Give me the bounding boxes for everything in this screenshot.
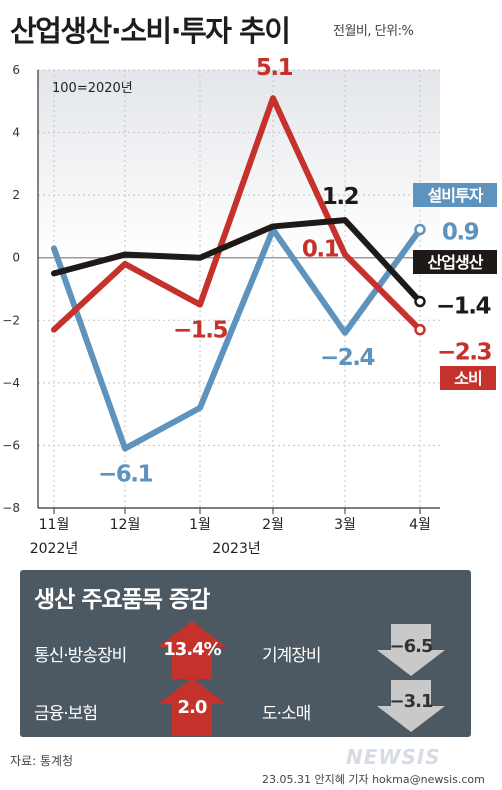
x-tick-label: 3월 bbox=[334, 517, 356, 533]
plot-background bbox=[38, 70, 440, 258]
end-point-consumption bbox=[414, 323, 426, 336]
end-point-investment bbox=[414, 223, 426, 236]
item-label-retail: 도·소매 bbox=[262, 704, 311, 724]
page-title: 산업생산·소비·투자 추이 bbox=[10, 14, 291, 48]
year-label: 2022년 bbox=[30, 541, 79, 557]
item-value-machinery: −6.5 bbox=[389, 636, 434, 657]
series-line-consumption bbox=[51, 95, 423, 333]
data-label-production: 1.2 bbox=[322, 184, 358, 210]
data-label-consumption: −2.3 bbox=[437, 340, 492, 366]
data-label-production: −1.4 bbox=[436, 294, 491, 320]
y-tick-label: 2 bbox=[12, 188, 20, 202]
end-point-production bbox=[414, 295, 426, 308]
unit-note: 전월비, 단위:% bbox=[333, 24, 414, 39]
y-tick-label: 6 bbox=[12, 63, 20, 77]
legend-label-consumption: 소비 bbox=[454, 369, 481, 388]
y-tick-label: −6 bbox=[2, 438, 20, 452]
series-line-production bbox=[51, 217, 423, 305]
x-tick-label: 1월 bbox=[189, 517, 211, 533]
x-tick-label: 12월 bbox=[110, 517, 141, 533]
credit-note: 23.05.31 안지혜 기자 hokma@newsis.com bbox=[262, 773, 485, 786]
legend-label-production: 산업생산 bbox=[428, 253, 484, 272]
down-arrow-icon bbox=[377, 680, 445, 732]
item-label-machinery: 기계장비 bbox=[262, 646, 322, 666]
down-arrow-icon bbox=[377, 624, 445, 676]
watermark: NEWSIS bbox=[346, 745, 441, 769]
series-line-investment bbox=[51, 226, 423, 452]
base-year-note: 100=2020년 bbox=[52, 81, 133, 96]
y-tick-label: 0 bbox=[12, 251, 20, 265]
summary-title: 생산 주요품목 증감 bbox=[34, 587, 210, 613]
data-label-consumption: 0.1 bbox=[302, 237, 339, 263]
legend-box-consumption bbox=[440, 366, 496, 390]
legend-box-investment bbox=[413, 183, 497, 207]
y-tick-label: 4 bbox=[12, 126, 20, 140]
data-label-investment: −6.1 bbox=[98, 462, 153, 488]
y-tick-label: −4 bbox=[2, 376, 20, 390]
legend-box-production bbox=[413, 250, 497, 274]
x-tick-label: 4월 bbox=[409, 517, 431, 533]
up-arrow-icon bbox=[158, 621, 226, 679]
item-label-finance: 금융·보험 bbox=[34, 704, 98, 724]
data-label-consumption: −1.5 bbox=[173, 318, 228, 344]
item-value-telecom: 13.4% bbox=[163, 639, 221, 660]
y-tick-label: −8 bbox=[2, 501, 20, 515]
data-label-consumption: 5.1 bbox=[256, 55, 293, 81]
x-tick-label: 11월 bbox=[39, 517, 70, 533]
data-label-investment: 0.9 bbox=[442, 220, 479, 246]
data-label-investment: −2.4 bbox=[320, 345, 375, 371]
summary-panel: 생산 주요품목 증감 통신·방송장비 13.4% 기계장비 −6.5 금융·보험… bbox=[20, 570, 471, 737]
item-value-finance: 2.0 bbox=[177, 697, 208, 718]
source-note: 자료: 통계청 bbox=[10, 754, 74, 768]
up-arrow-icon bbox=[158, 678, 226, 736]
line-chart: 6 4 2 0 −2 −4 −6 −8 11월 12월 1월 2월 3월 4월 2022년 2023년 100=… bbox=[2, 55, 497, 557]
legend-label-investment: 설비투자 bbox=[428, 186, 484, 205]
item-value-retail: −3.1 bbox=[389, 691, 434, 712]
item-label-telecom: 통신·방송장비 bbox=[34, 646, 127, 666]
year-label: 2023년 bbox=[212, 541, 261, 557]
y-tick-label: −2 bbox=[2, 313, 20, 327]
x-tick-label: 2월 bbox=[262, 517, 284, 533]
